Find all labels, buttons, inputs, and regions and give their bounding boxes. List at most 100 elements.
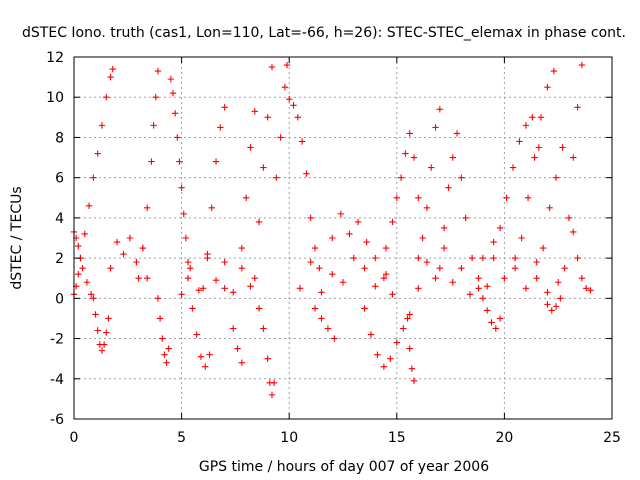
grid xyxy=(74,57,612,419)
data-point xyxy=(167,75,175,83)
data-point xyxy=(75,271,82,278)
data-points xyxy=(70,61,594,399)
data-point xyxy=(199,285,207,292)
data-point xyxy=(217,124,224,131)
data-point xyxy=(165,345,172,352)
data-point xyxy=(367,331,375,338)
y-tick-label: 12 xyxy=(46,50,64,66)
data-point xyxy=(212,277,220,284)
x-tick-label: 0 xyxy=(70,430,79,446)
data-point xyxy=(303,170,310,177)
data-point xyxy=(544,301,551,308)
y-axis-title: dSTEC / TECUs xyxy=(9,186,25,289)
data-point xyxy=(406,130,413,137)
data-point xyxy=(410,154,418,161)
data-point xyxy=(548,307,555,314)
data-point xyxy=(79,264,86,272)
data-point xyxy=(286,96,293,103)
data-point xyxy=(171,110,179,117)
data-point xyxy=(559,144,566,151)
y-tick-label: -2 xyxy=(50,332,64,348)
axis-ticks: 0 5 10 15 20 25 -6 -4 -2 0 2 4 6 8 10 12 xyxy=(46,50,621,446)
data-point xyxy=(393,339,400,346)
data-point xyxy=(174,134,181,141)
data-point xyxy=(561,264,568,272)
data-point xyxy=(247,283,254,290)
data-point xyxy=(408,365,416,372)
data-point xyxy=(350,254,357,262)
data-point xyxy=(555,279,562,286)
data-point xyxy=(419,234,426,242)
data-point xyxy=(522,122,530,129)
data-point xyxy=(133,258,140,266)
data-point xyxy=(230,325,237,332)
data-point xyxy=(88,291,95,298)
data-point xyxy=(251,108,258,115)
data-point xyxy=(92,311,99,318)
y-tick-label: 4 xyxy=(55,211,64,227)
data-point xyxy=(103,94,110,101)
data-point xyxy=(98,122,106,129)
x-tick-label: 25 xyxy=(603,430,621,446)
data-point xyxy=(202,363,209,370)
y-tick-label: 0 xyxy=(55,291,64,307)
data-point xyxy=(329,271,336,278)
data-point xyxy=(346,230,353,238)
data-point xyxy=(100,341,108,348)
data-point xyxy=(187,264,194,272)
x-axis-title: GPS time / hours of day 007 of year 2006 xyxy=(199,459,489,475)
data-point xyxy=(522,285,530,292)
data-point xyxy=(406,311,413,318)
data-point xyxy=(182,234,190,242)
data-point xyxy=(516,138,523,145)
data-point xyxy=(212,158,220,165)
data-point xyxy=(208,204,215,212)
data-point xyxy=(453,130,461,137)
data-point xyxy=(490,254,497,262)
y-tick-label: -6 xyxy=(50,412,64,428)
data-point xyxy=(195,287,203,294)
data-point xyxy=(552,303,560,310)
data-point xyxy=(264,114,271,121)
data-point xyxy=(503,194,510,201)
data-point xyxy=(524,194,532,201)
data-point xyxy=(389,218,396,226)
data-point xyxy=(324,325,332,332)
data-point xyxy=(440,224,448,232)
data-point xyxy=(139,244,147,252)
data-point xyxy=(479,254,487,262)
data-point xyxy=(389,291,396,298)
data-point xyxy=(264,355,271,362)
data-point xyxy=(544,83,551,91)
data-point xyxy=(120,250,127,258)
data-point xyxy=(372,254,379,262)
data-point xyxy=(294,114,302,121)
data-point xyxy=(107,264,114,272)
data-point xyxy=(270,379,278,386)
data-point xyxy=(98,347,106,354)
data-point xyxy=(490,238,497,246)
data-point xyxy=(449,154,456,161)
data-point xyxy=(260,164,267,171)
data-point xyxy=(260,325,267,332)
data-point xyxy=(154,295,162,302)
data-point xyxy=(518,234,525,242)
data-point xyxy=(537,114,545,121)
data-point xyxy=(428,164,435,171)
data-point xyxy=(311,305,319,312)
data-point xyxy=(466,291,474,298)
data-point xyxy=(415,285,422,292)
data-point xyxy=(557,295,564,302)
data-point xyxy=(550,67,558,75)
data-point xyxy=(318,315,325,322)
data-point xyxy=(126,234,134,242)
data-point xyxy=(83,279,91,286)
data-point xyxy=(406,345,413,352)
data-point xyxy=(587,287,594,294)
data-point xyxy=(432,124,439,131)
data-point xyxy=(230,289,237,296)
data-point xyxy=(238,244,246,252)
data-point xyxy=(488,319,495,326)
data-point xyxy=(423,258,431,266)
data-point xyxy=(156,315,164,322)
